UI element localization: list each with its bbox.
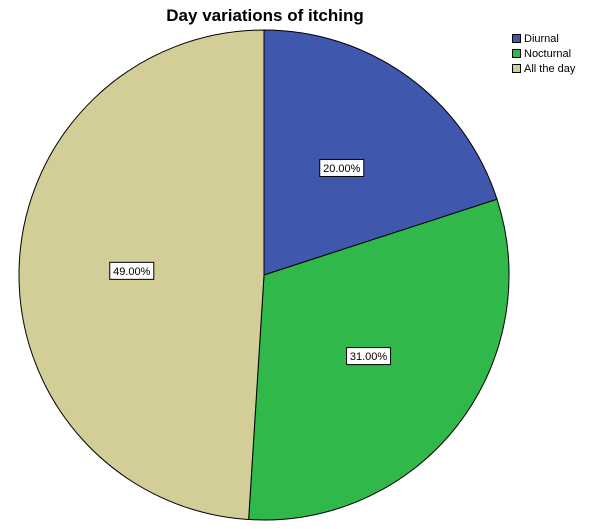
data-label-nocturnal: 31.00% <box>346 347 392 366</box>
data-label-all-the-day: 49.00% <box>109 261 155 280</box>
svg-text:20.00%: 20.00% <box>323 163 361 175</box>
legend-label: All the day <box>524 62 576 75</box>
svg-text:31.00%: 31.00% <box>350 351 388 363</box>
legend-label: Nocturnal <box>524 47 572 60</box>
pie-slice-diurnal <box>263 29 498 276</box>
legend-label: Diurnal <box>524 32 559 45</box>
legend-swatch <box>512 34 521 43</box>
legend-item-diurnal: Diurnal <box>512 31 575 46</box>
svg-text:49.00%: 49.00% <box>113 266 151 278</box>
legend-swatch <box>512 64 521 73</box>
data-label-diurnal: 20.00% <box>319 158 365 177</box>
legend-swatch <box>512 49 521 58</box>
chart-legend: Diurnal Nocturnal All the day <box>512 31 575 76</box>
legend-item-nocturnal: Nocturnal <box>512 46 575 61</box>
chart-title: Day variations of itching <box>166 6 364 25</box>
legend-item-all-the-day: All the day <box>512 61 575 76</box>
